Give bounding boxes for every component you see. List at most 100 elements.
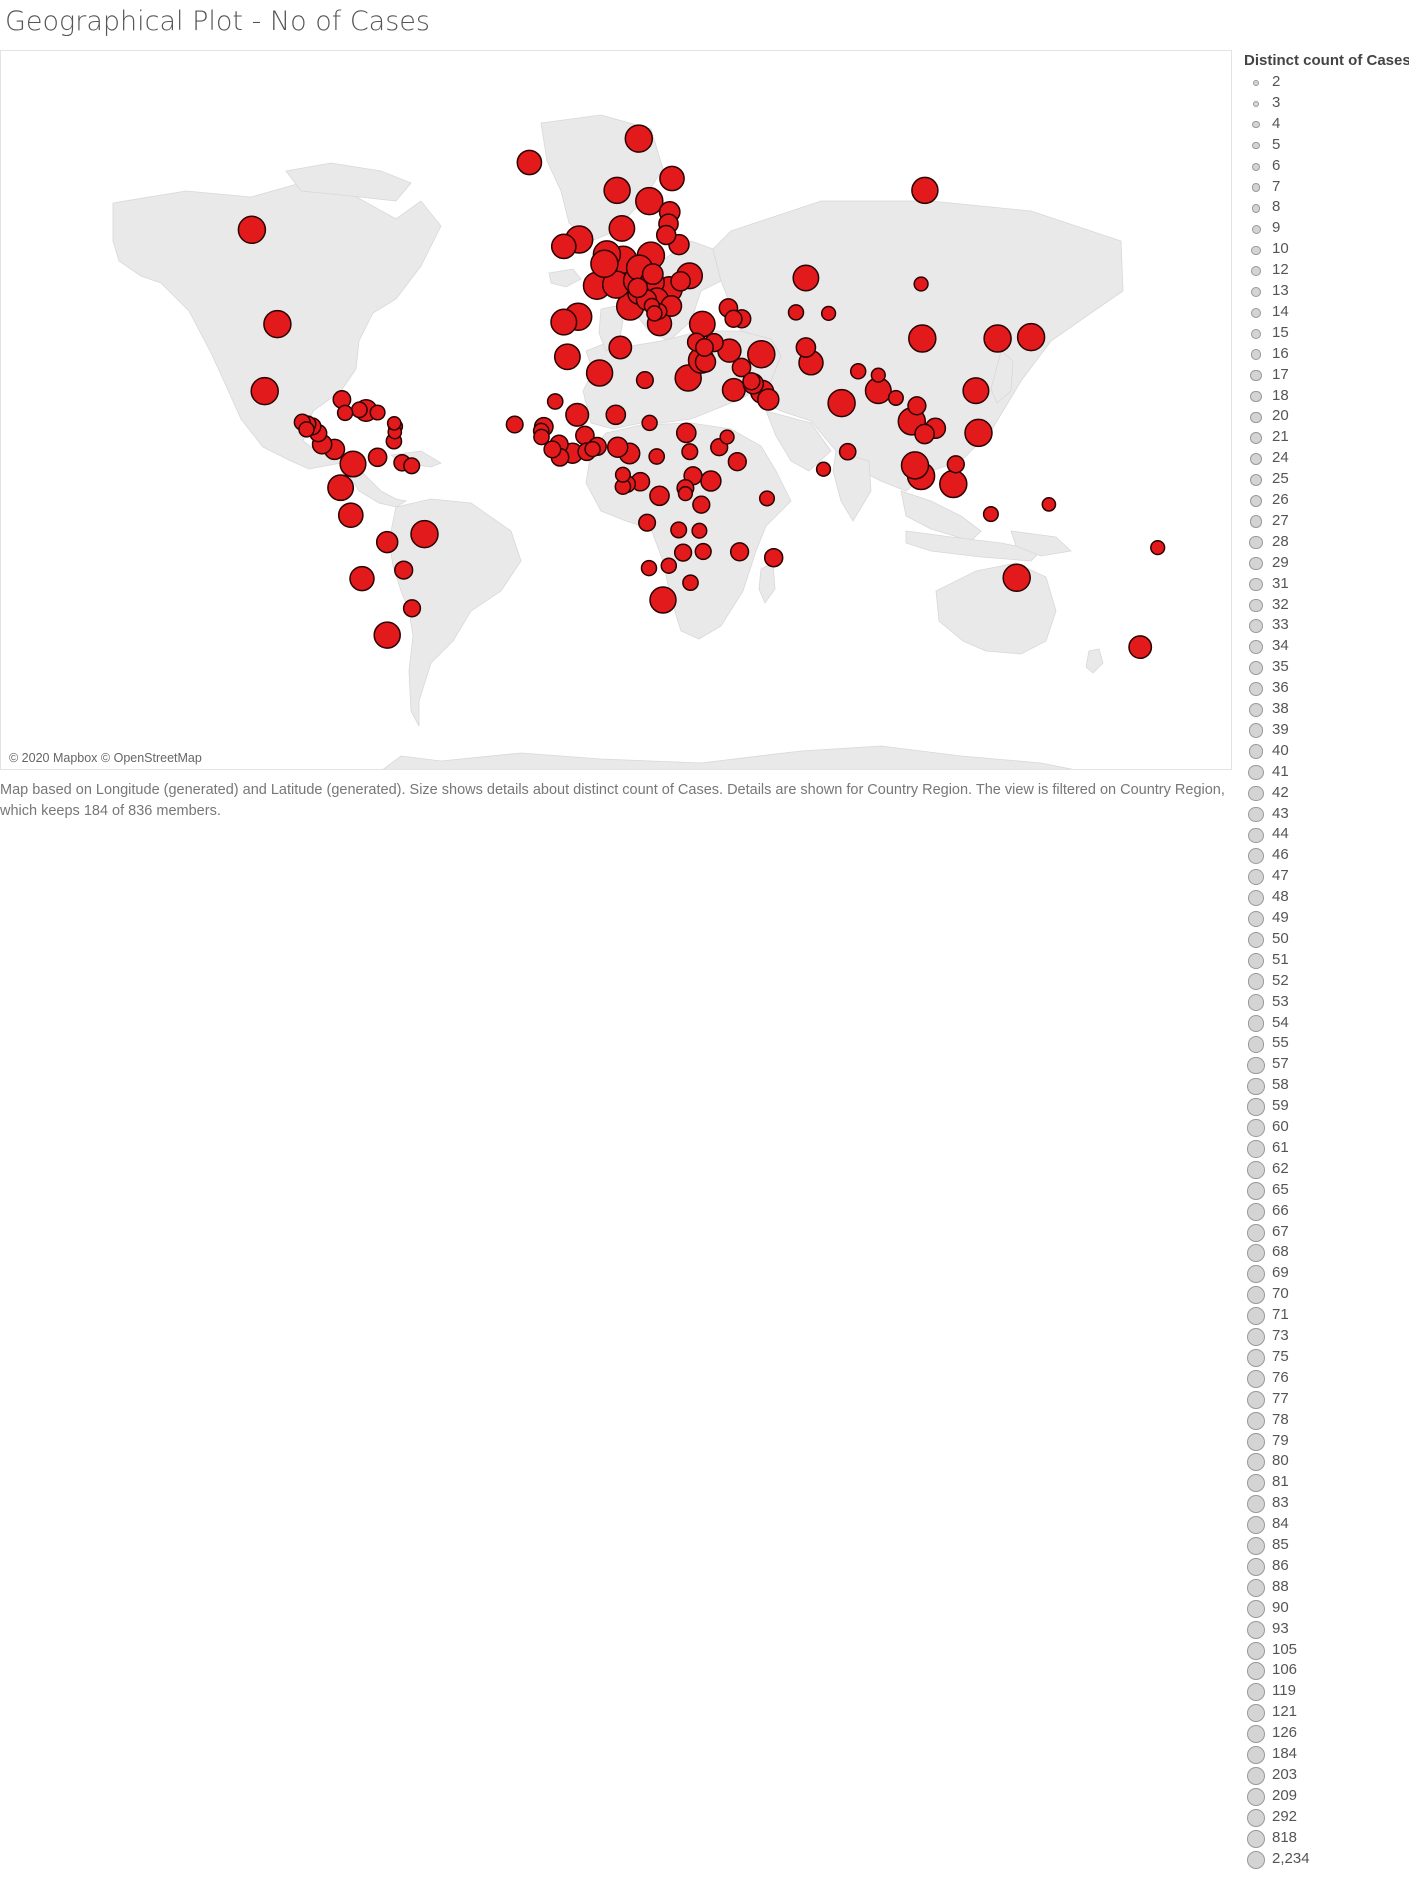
case-count-mark[interactable] bbox=[410, 519, 439, 549]
legend-item[interactable]: 80 bbox=[1244, 1451, 1409, 1472]
case-count-mark[interactable] bbox=[350, 401, 368, 419]
case-count-mark[interactable] bbox=[763, 547, 784, 568]
case-count-mark[interactable] bbox=[369, 404, 386, 421]
legend-item[interactable]: 68 bbox=[1244, 1242, 1409, 1263]
case-count-mark[interactable] bbox=[648, 448, 666, 465]
case-count-mark[interactable] bbox=[608, 214, 636, 242]
legend-item[interactable]: 49 bbox=[1244, 908, 1409, 929]
case-count-mark[interactable] bbox=[505, 415, 524, 434]
legend-item[interactable]: 126 bbox=[1244, 1723, 1409, 1744]
case-count-mark[interactable] bbox=[585, 359, 614, 387]
case-count-mark[interactable] bbox=[608, 335, 633, 360]
legend-item[interactable]: 78 bbox=[1244, 1410, 1409, 1431]
legend-item[interactable]: 10 bbox=[1244, 239, 1409, 260]
case-count-mark[interactable] bbox=[606, 436, 629, 458]
case-count-mark[interactable] bbox=[692, 495, 711, 514]
case-count-mark[interactable] bbox=[700, 470, 722, 492]
case-count-mark[interactable] bbox=[815, 461, 832, 477]
legend-item[interactable]: 2,234 bbox=[1244, 1849, 1409, 1870]
legend-item[interactable]: 41 bbox=[1244, 762, 1409, 783]
legend-item[interactable]: 79 bbox=[1244, 1431, 1409, 1452]
legend-item[interactable]: 292 bbox=[1244, 1807, 1409, 1828]
legend-item[interactable]: 48 bbox=[1244, 887, 1409, 908]
case-count-mark[interactable] bbox=[983, 324, 1012, 353]
legend-item[interactable]: 105 bbox=[1244, 1640, 1409, 1661]
case-count-mark[interactable] bbox=[237, 215, 267, 245]
legend-item[interactable]: 40 bbox=[1244, 741, 1409, 762]
legend-item[interactable]: 58 bbox=[1244, 1075, 1409, 1096]
legend-item[interactable]: 85 bbox=[1244, 1535, 1409, 1556]
legend-item[interactable]: 61 bbox=[1244, 1138, 1409, 1159]
legend-item[interactable]: 9 bbox=[1244, 218, 1409, 239]
case-count-mark[interactable] bbox=[721, 377, 746, 402]
case-count-mark[interactable] bbox=[375, 530, 399, 554]
legend-item[interactable]: 39 bbox=[1244, 720, 1409, 741]
legend-item[interactable]: 209 bbox=[1244, 1786, 1409, 1807]
case-count-mark[interactable] bbox=[939, 469, 968, 499]
case-count-mark[interactable] bbox=[533, 428, 550, 446]
legend-item[interactable]: 20 bbox=[1244, 406, 1409, 427]
legend-item[interactable]: 26 bbox=[1244, 490, 1409, 511]
case-count-mark[interactable] bbox=[694, 542, 712, 561]
legend-item[interactable]: 47 bbox=[1244, 866, 1409, 887]
legend-item[interactable]: 121 bbox=[1244, 1702, 1409, 1723]
legend-item[interactable]: 71 bbox=[1244, 1305, 1409, 1326]
legend-item[interactable]: 53 bbox=[1244, 992, 1409, 1013]
case-count-mark[interactable] bbox=[747, 339, 776, 369]
case-count-mark[interactable] bbox=[1016, 322, 1046, 352]
case-count-mark[interactable] bbox=[659, 165, 685, 192]
legend-item[interactable]: 29 bbox=[1244, 553, 1409, 574]
legend-item[interactable]: 42 bbox=[1244, 783, 1409, 804]
legend-item[interactable]: 8 bbox=[1244, 197, 1409, 218]
case-count-mark[interactable] bbox=[402, 599, 422, 618]
case-count-mark[interactable] bbox=[649, 485, 670, 507]
legend-item[interactable]: 203 bbox=[1244, 1765, 1409, 1786]
case-count-mark[interactable] bbox=[691, 522, 708, 539]
case-count-mark[interactable] bbox=[640, 559, 658, 577]
case-count-mark[interactable] bbox=[913, 276, 929, 292]
legend-item[interactable]: 25 bbox=[1244, 469, 1409, 490]
case-count-mark[interactable] bbox=[367, 447, 388, 468]
case-count-mark[interactable] bbox=[682, 574, 699, 592]
legend-item[interactable]: 3 bbox=[1244, 93, 1409, 114]
legend-item[interactable]: 57 bbox=[1244, 1054, 1409, 1075]
case-count-mark[interactable] bbox=[670, 270, 691, 292]
legend-item[interactable]: 24 bbox=[1244, 448, 1409, 469]
legend-item[interactable]: 84 bbox=[1244, 1514, 1409, 1535]
map-attribution[interactable]: © 2020 Mapbox © OpenStreetMap bbox=[9, 751, 202, 765]
case-count-mark[interactable] bbox=[1150, 539, 1166, 556]
legend-item[interactable]: 67 bbox=[1244, 1222, 1409, 1243]
case-count-mark[interactable] bbox=[820, 305, 837, 322]
legend-item[interactable]: 60 bbox=[1244, 1117, 1409, 1138]
case-count-mark[interactable] bbox=[673, 543, 693, 562]
case-count-mark[interactable] bbox=[982, 506, 999, 523]
case-count-mark[interactable] bbox=[386, 415, 402, 431]
case-count-mark[interactable] bbox=[635, 186, 664, 216]
case-count-mark[interactable] bbox=[849, 363, 867, 380]
legend-item[interactable]: 38 bbox=[1244, 699, 1409, 720]
case-count-mark[interactable] bbox=[795, 337, 817, 358]
case-count-mark[interactable] bbox=[516, 149, 543, 176]
case-count-mark[interactable] bbox=[605, 404, 627, 426]
case-count-mark[interactable] bbox=[627, 277, 649, 299]
case-count-mark[interactable] bbox=[787, 304, 805, 321]
case-count-mark[interactable] bbox=[394, 560, 414, 580]
legend-item[interactable]: 83 bbox=[1244, 1493, 1409, 1514]
case-count-mark[interactable] bbox=[543, 440, 562, 459]
legend-item[interactable]: 184 bbox=[1244, 1744, 1409, 1765]
case-count-mark[interactable] bbox=[590, 249, 619, 279]
case-count-mark[interactable] bbox=[695, 338, 714, 357]
case-count-mark[interactable] bbox=[670, 521, 688, 539]
legend-item[interactable]: 32 bbox=[1244, 595, 1409, 616]
legend-item[interactable]: 33 bbox=[1244, 615, 1409, 636]
legend-item[interactable]: 6 bbox=[1244, 156, 1409, 177]
case-count-mark[interactable] bbox=[263, 309, 292, 339]
case-count-mark[interactable] bbox=[339, 450, 367, 478]
case-count-mark[interactable] bbox=[603, 176, 631, 205]
legend-item[interactable]: 69 bbox=[1244, 1263, 1409, 1284]
case-count-mark[interactable] bbox=[1041, 497, 1057, 512]
case-count-mark[interactable] bbox=[1128, 635, 1153, 660]
legend-item[interactable]: 119 bbox=[1244, 1681, 1409, 1702]
legend-item[interactable]: 17 bbox=[1244, 365, 1409, 386]
legend-item[interactable]: 36 bbox=[1244, 678, 1409, 699]
